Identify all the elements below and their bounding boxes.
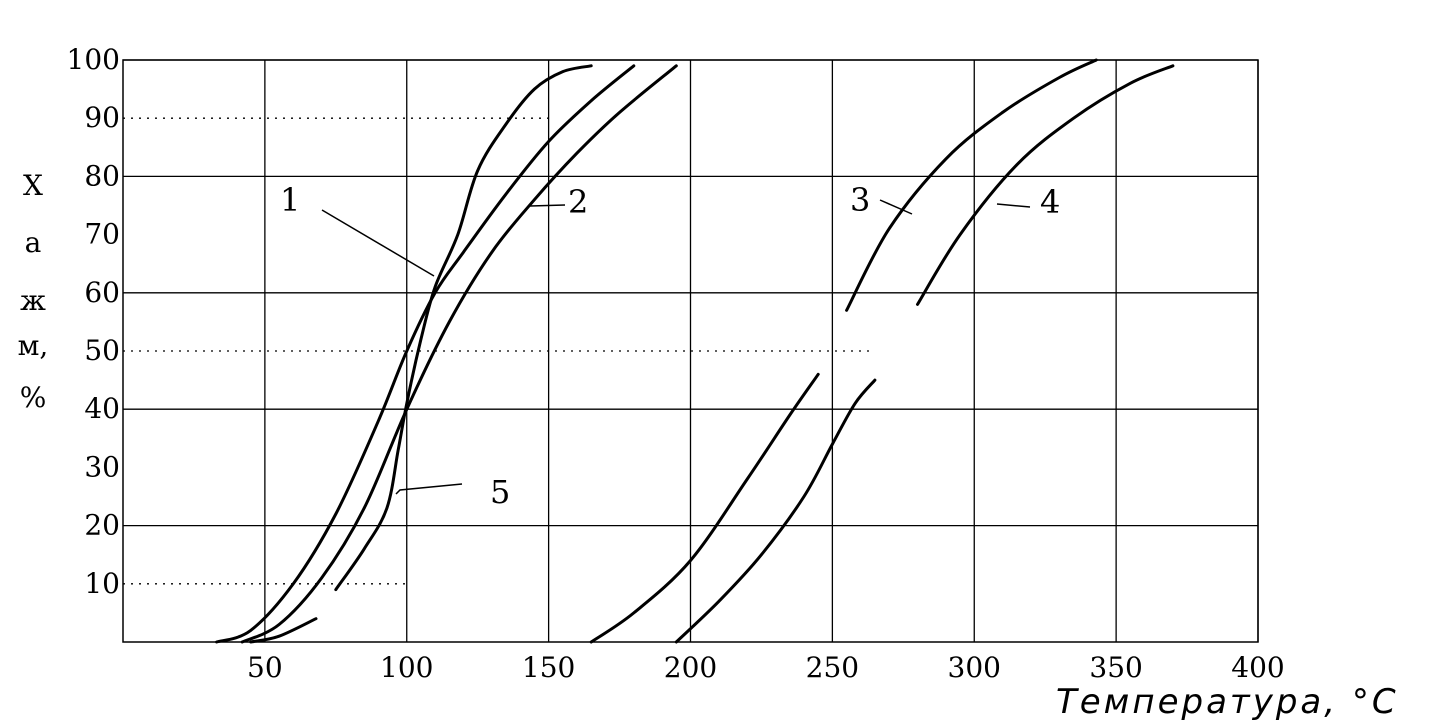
x-tick-label: 400 — [1231, 651, 1284, 684]
y-tick-label: 90 — [84, 101, 120, 134]
y-axis-label-char: ж — [20, 284, 46, 317]
curve-labels: 1 2 3 4 5 — [280, 181, 1060, 511]
y-axis-label: Хаж м,% — [18, 169, 49, 414]
series-line-3 — [845, 58, 1098, 312]
y-tick-label: 100 — [67, 43, 120, 76]
x-tick-label: 100 — [380, 651, 433, 684]
y-tick-label: 70 — [84, 218, 120, 251]
y-axis-label-char: м, — [18, 329, 49, 362]
x-tick-label: 250 — [806, 651, 859, 684]
leader-2 — [529, 204, 566, 207]
y-tick-label: 30 — [84, 450, 120, 483]
x-tick-label: 300 — [948, 651, 1001, 684]
y-tick-label: 20 — [84, 509, 120, 542]
leader-4 — [996, 203, 1031, 208]
x-tick-labels: 50 100 150 200 250 300 350 400 — [247, 651, 1285, 684]
series-line-5 — [334, 64, 593, 592]
y-axis-label-char: Х — [23, 169, 43, 202]
x-axis-label: Температура, °C — [1056, 682, 1399, 721]
x-tick-label: 200 — [664, 651, 717, 684]
label-leaders — [321, 199, 1031, 495]
curve-label-3: 3 — [850, 181, 870, 219]
y-tick-label: 40 — [84, 392, 120, 425]
series-line-3 — [589, 372, 820, 644]
curve-label-5: 5 — [490, 473, 510, 511]
series-line-5 — [249, 617, 318, 644]
x-tick-label: 150 — [522, 651, 575, 684]
series-line-1 — [215, 64, 636, 644]
leader-5 — [395, 483, 463, 495]
y-axis-label-char: % — [20, 381, 47, 414]
curve-label-1: 1 — [280, 181, 300, 219]
leader-3 — [879, 199, 913, 215]
leader-1 — [321, 209, 435, 277]
y-tick-label: 80 — [84, 159, 120, 192]
series-line-2 — [240, 64, 678, 644]
series-lines — [215, 58, 1175, 644]
curve-label-2: 2 — [568, 183, 588, 221]
grid — [122, 59, 1259, 643]
y-tick-label: 50 — [84, 334, 120, 367]
x-tick-label: 50 — [247, 651, 283, 684]
y-axis-label-char: а — [25, 226, 42, 259]
curve-label-4: 4 — [1040, 183, 1060, 221]
y-tick-label: 10 — [84, 567, 120, 600]
series-line-4 — [674, 378, 877, 644]
x-tick-label: 350 — [1089, 651, 1142, 684]
y-tick-labels: 10 20 30 40 50 60 70 80 90 100 — [67, 43, 120, 600]
y-tick-label: 60 — [84, 276, 120, 309]
series-line-4 — [916, 64, 1175, 306]
